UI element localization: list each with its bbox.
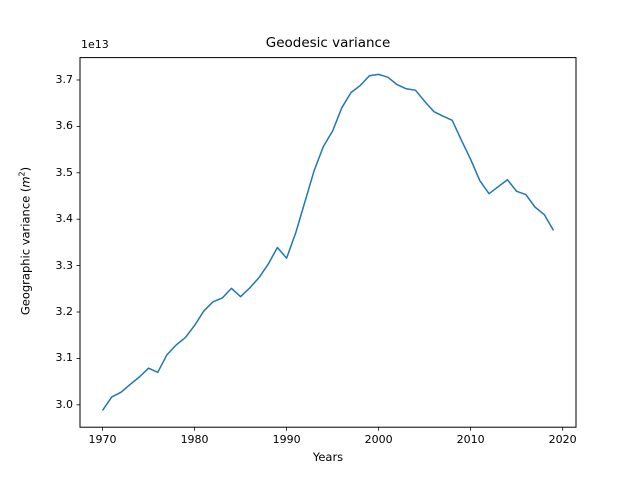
x-tick-label: 2020 (548, 433, 577, 447)
y-axis-offset-text: 1e13 (81, 38, 109, 51)
x-tick-label: 1990 (272, 433, 301, 447)
y-tick-label: 3.3 (55, 258, 74, 272)
y-axis-label-unit-exponent: 2 (17, 171, 27, 177)
y-tick-label: 3.6 (55, 119, 74, 133)
x-tick-label: 1970 (88, 433, 117, 447)
y-axis-label-prefix: Geographic variance ( (18, 187, 33, 316)
y-tick-label: 3.7 (55, 72, 74, 86)
y-tick-label: 3.2 (55, 305, 74, 318)
x-tick-label: 2010 (456, 433, 485, 447)
data-line-series (101, 73, 555, 411)
x-tick-label: 1980 (180, 433, 209, 447)
y-tick-label: 3.0 (55, 397, 74, 411)
y-tick-label: 3.4 (55, 212, 74, 226)
y-tick-label: 3.1 (55, 351, 74, 365)
chart-title: Geodesic variance (265, 35, 391, 51)
y-axis-label: Geographic variance (m2) (17, 166, 33, 316)
x-axis-label: Years (312, 450, 344, 464)
y-tick-label: 3.5 (55, 165, 74, 179)
tick-marks (76, 79, 564, 431)
x-tick-label: 2000 (364, 433, 393, 447)
y-axis-label-unit-symbol: m (18, 176, 33, 188)
y-axis-label-suffix: ) (18, 166, 33, 172)
axes-spines (79, 57, 577, 428)
